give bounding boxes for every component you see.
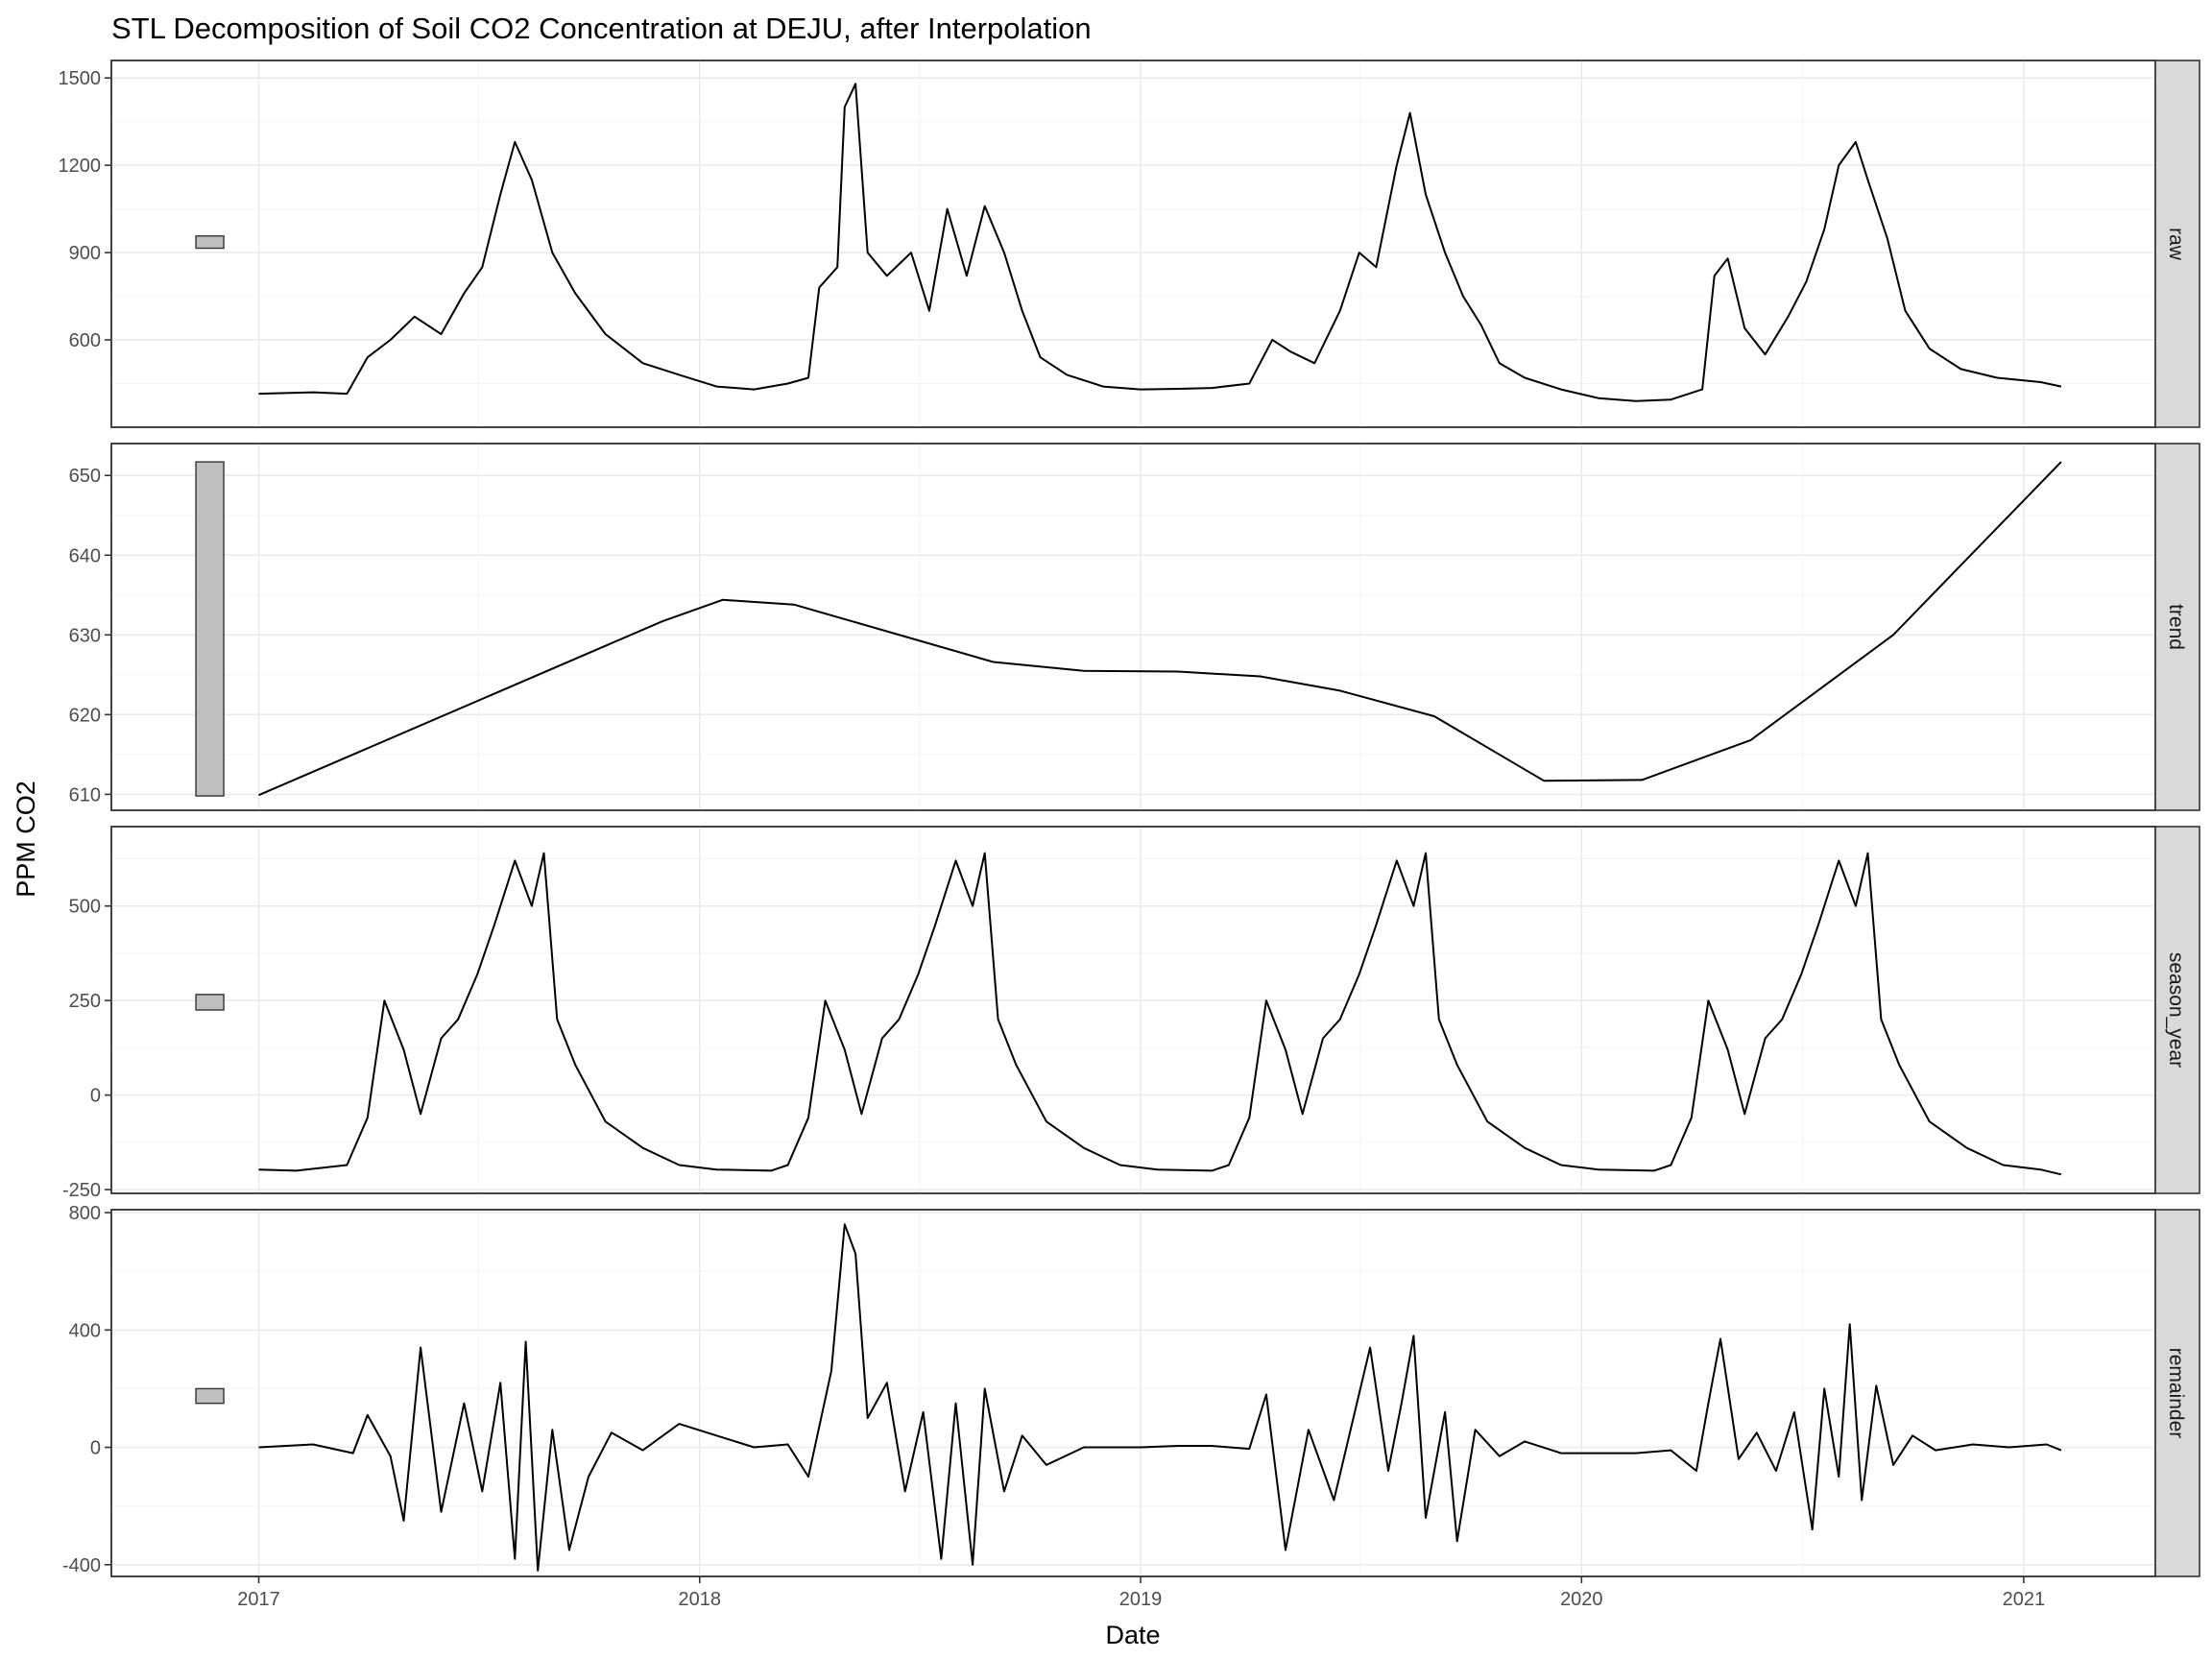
x-axis: 2017 2018 2019 2020 2021: [237, 1576, 2045, 1610]
y-tick-label: 800: [69, 1203, 101, 1224]
range-scale-bar: [195, 1387, 225, 1405]
series-line-trend: [258, 461, 2062, 797]
y-tick-label: 620: [69, 705, 101, 726]
series-line-raw: [258, 83, 2062, 402]
x-tick-label: 2020: [1560, 1589, 1603, 1610]
y-tick-label: 0: [90, 1438, 101, 1459]
y-tick-label: 250: [69, 991, 101, 1012]
facet-strip: [2154, 60, 2200, 428]
x-tick-label: 2021: [2003, 1589, 2046, 1610]
panel-raw: 600 900 1200 1500 raw: [59, 60, 2200, 428]
x-axis-title: Date: [1105, 1621, 1160, 1649]
panel-background: [110, 60, 2156, 428]
y-tick-label: 500: [69, 897, 101, 918]
y-tick-label: 0: [90, 1086, 101, 1107]
y-tick-label: 600: [69, 330, 101, 351]
series-line-season_year: [258, 852, 2062, 1176]
panel-background: [110, 1209, 2156, 1577]
facet-strip: [2154, 443, 2200, 811]
x-tick-label: 2019: [1119, 1589, 1163, 1610]
panel-season_year: -250 0 250 500 season_year: [62, 826, 2200, 1201]
x-tick-label: 2018: [679, 1589, 722, 1610]
y-tick-label: 630: [69, 625, 101, 646]
facet-strip-label: trend: [2165, 604, 2187, 650]
y-tick-label: 1500: [59, 68, 102, 89]
panel-remainder: -400 0 400 800 remainder: [62, 1203, 2200, 1577]
panel-background: [110, 826, 2156, 1194]
panel-trend: 610 620 630 640 650 trend: [69, 443, 2200, 811]
chart-title: STL Decomposition of Soil CO2 Concentrat…: [111, 12, 1092, 45]
y-axis-title: PPM CO2: [12, 781, 40, 898]
range-scale-bar: [195, 235, 225, 250]
facet-strip-label: season_year: [2165, 952, 2187, 1068]
y-tick-label: 650: [69, 466, 101, 487]
y-tick-label: -400: [62, 1555, 101, 1576]
y-tick-label: 1200: [59, 156, 102, 177]
series-line-remainder: [258, 1223, 2062, 1572]
y-tick-label: 900: [69, 243, 101, 264]
facet-strip-label: raw: [2165, 228, 2187, 261]
facet-panels: 600 900 1200 1500 raw 610 620 630 640 650 trend -25…: [59, 60, 2200, 1577]
x-tick-label: 2017: [237, 1589, 280, 1610]
y-tick-label: 640: [69, 545, 101, 566]
range-scale-bar: [195, 461, 225, 797]
y-tick-label: -250: [62, 1180, 101, 1201]
facet-strip: [2154, 1209, 2200, 1577]
facet-strip-label: remainder: [2165, 1348, 2187, 1439]
y-tick-label: 610: [69, 784, 101, 805]
range-scale-bar: [195, 994, 225, 1011]
panel-background: [110, 443, 2156, 811]
y-tick-label: 400: [69, 1320, 101, 1341]
facet-strip: [2154, 826, 2200, 1194]
